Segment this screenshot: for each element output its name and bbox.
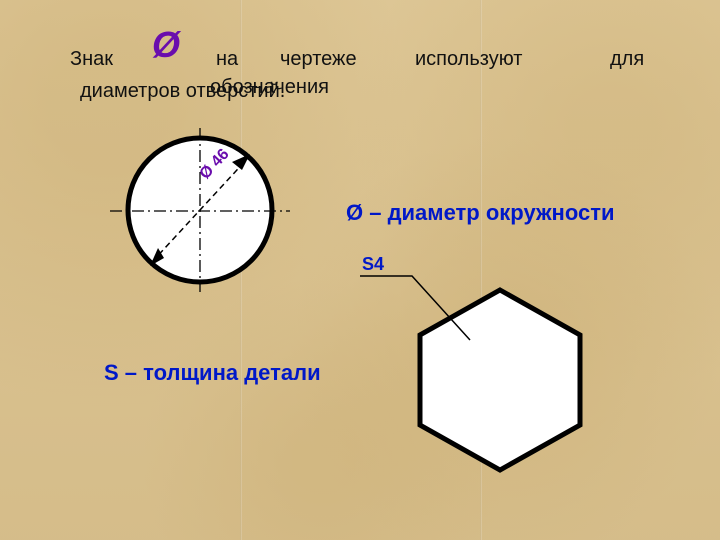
legend-diameter: Ø – диаметр окружности	[346, 200, 615, 226]
diameter-line	[152, 158, 248, 262]
legend-thickness: S – толщина детали	[104, 360, 321, 386]
circle-outline	[128, 138, 272, 282]
top-word-chertezhe: чертеже	[280, 48, 357, 71]
top-word-dlya: для	[610, 48, 644, 71]
top-word-ispolzuyut: используют	[415, 48, 522, 71]
top-word-na: на	[216, 48, 238, 71]
top-word-znak: Знак	[70, 48, 113, 71]
thickness-label-s4: S4	[362, 254, 384, 275]
leader-line	[360, 276, 470, 340]
arrowhead-1	[150, 248, 164, 266]
circle-fill	[128, 138, 272, 282]
diameter-dim-label: Ø 46	[196, 146, 232, 183]
hexagon-shape	[420, 290, 580, 470]
diameter-symbol-big: Ø	[152, 24, 180, 66]
top-line2-right: обозначения	[210, 76, 329, 99]
